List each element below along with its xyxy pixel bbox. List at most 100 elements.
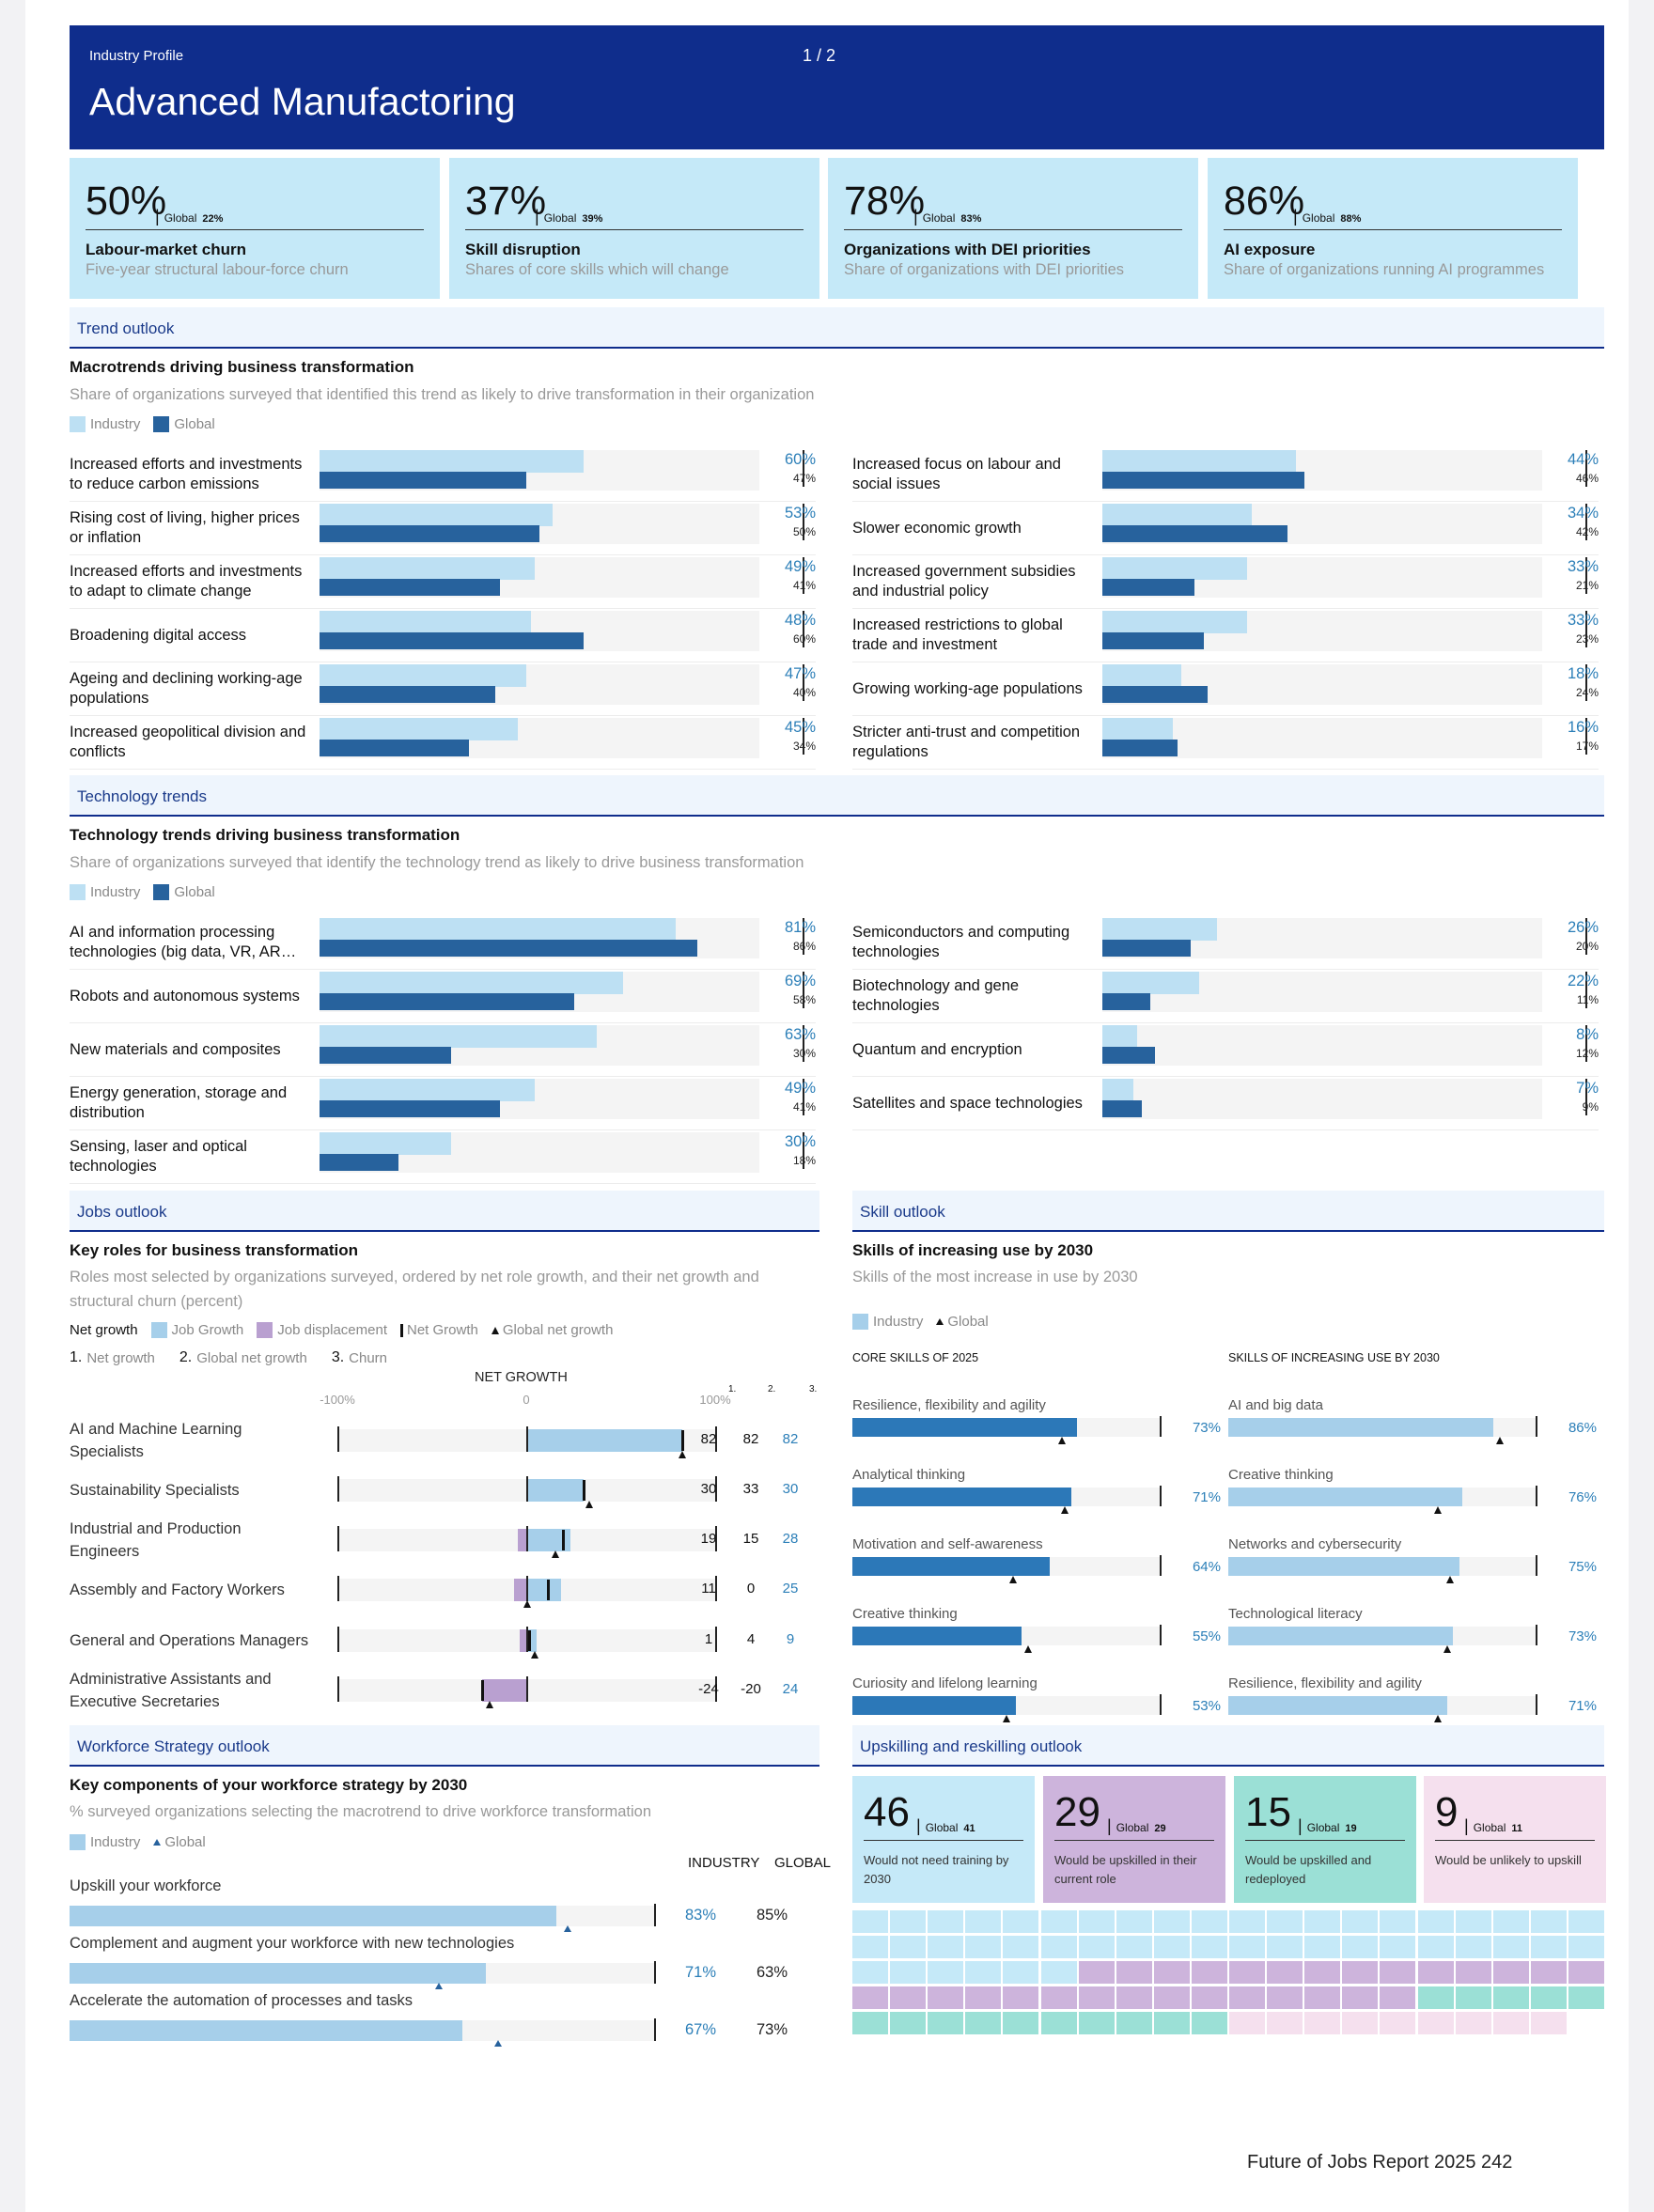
waffle-cell [852, 1910, 888, 1933]
waffle-cell [1040, 2012, 1077, 2034]
job-role-text: Administrative Assistants and Executive … [70, 1671, 272, 1710]
skill-value: 76% [1568, 1489, 1597, 1505]
industry-bar [320, 664, 526, 687]
upskilling-separator: | [1464, 1816, 1474, 1835]
skill-bar [852, 1696, 1016, 1715]
workforce-strategy-band: Workforce Strategy outlook [70, 1725, 819, 1767]
global-bar [1102, 632, 1204, 649]
trend-label-text: Rising cost of living, higher prices or … [70, 509, 300, 546]
waffle-cell [1267, 1910, 1303, 1933]
skill-bar [852, 1418, 1078, 1437]
upskilling-value: 15 [1245, 1789, 1291, 1835]
global-bar [320, 1154, 399, 1171]
waffle-cell [1417, 1910, 1454, 1933]
header-banner: Industry Profile 1 / 2 Advanced Manufact… [70, 25, 1604, 149]
industry-bar [70, 2020, 463, 2041]
skill-bar [852, 1488, 1071, 1506]
skill-row: Analytical thinking 71% [852, 1467, 1221, 1536]
waffle-cell [1380, 2012, 1416, 2034]
waffle-cell [1191, 2012, 1227, 2034]
skill-end-line [1536, 1416, 1537, 1437]
legend-industry: Industry [90, 416, 141, 432]
axis-min-line [337, 1676, 339, 1702]
industry-bar [70, 1963, 487, 1984]
waffle-cell [1116, 1910, 1152, 1933]
bar-end-line [803, 1132, 804, 1169]
skill-label: AI and big data [1228, 1397, 1323, 1413]
upskilling-separator: | [1298, 1816, 1307, 1835]
skill-value: 73% [1192, 1420, 1221, 1436]
trend-row: Broadening digital access 48% 60% [70, 609, 816, 662]
skill-label: Analytical thinking [852, 1467, 966, 1483]
kpi-global-value: 39% [582, 213, 603, 225]
legend-industry: Industry [873, 1314, 924, 1330]
upskilling-band: Upskilling and reskilling outlook [852, 1725, 1604, 1767]
waffle-cell [1153, 1910, 1190, 1933]
industry-bar [320, 1079, 536, 1101]
global-value: 47% [792, 472, 816, 485]
industry-value: 49% [784, 558, 816, 575]
bar-end-line [1585, 1025, 1587, 1062]
axis-max-line [715, 1526, 717, 1551]
kpi-description: Share of organizations with DEI prioriti… [844, 261, 1125, 278]
trend-label-text: Sensing, laser and optical technologies [70, 1138, 247, 1175]
upskilling-global: | Global 11 [1464, 1816, 1522, 1836]
waffle-cell [1304, 1961, 1341, 1984]
trend-row: Robots and autonomous systems 69% 58% [70, 970, 816, 1023]
global-value: 42% [1575, 525, 1599, 538]
legend-global: Global [174, 884, 215, 900]
bar-end-line [654, 2018, 656, 2041]
trend-label-text: Satellites and space technologies [852, 1094, 1083, 1112]
axis-zero-line [526, 1476, 528, 1502]
kpi-value: 86% [1224, 179, 1305, 224]
kpi-rule [844, 229, 1182, 230]
workforce-strategy-label: Workforce Strategy outlook [77, 1737, 270, 1755]
report-footer: Future of Jobs Report 2025 242 [1247, 2152, 1513, 2173]
industry-bar [1102, 611, 1248, 633]
upskilling-card: 9 | Global 11 Would be unlikely to upskill [1424, 1776, 1606, 1903]
workforce-label: Complement and augment your workforce wi… [70, 1935, 515, 1952]
waffle-cell [852, 1986, 888, 2009]
waffle-cell [1003, 1936, 1039, 1958]
job-role-text: AI and Machine Learning Specialists [70, 1421, 242, 1460]
trend-label: Sensing, laser and optical technologies [70, 1132, 314, 1181]
skill-value: 73% [1568, 1628, 1597, 1644]
upskilling-global-value: 41 [963, 1823, 975, 1834]
tech-subtitle: Share of organizations surveyed that ide… [70, 854, 804, 871]
kpi-global-value: 22% [202, 213, 224, 225]
trend-label-text: Robots and autonomous systems [70, 987, 300, 1005]
kpi-global: | Global 22% [155, 207, 223, 226]
bar-track [1102, 1025, 1542, 1066]
global-value: 20% [1575, 940, 1599, 953]
bar-end-line [1585, 664, 1587, 701]
industry-bar [320, 718, 518, 740]
global-marker [1434, 1715, 1443, 1722]
upskilling-description: Would be upskilled and redeployed [1245, 1853, 1372, 1886]
bar-end-line [1585, 611, 1587, 647]
waffle-cell [1417, 1936, 1454, 1958]
waffle-cell [965, 1936, 1002, 1958]
kpi-name: Organizations with DEI priorities [844, 241, 1091, 258]
waffle-cell [1455, 1936, 1491, 1958]
waffle-cell [1342, 1961, 1379, 1984]
axis-zero-line [526, 1526, 528, 1551]
jobs-outlook-label: Jobs outlook [77, 1203, 167, 1221]
trend-label: Slower economic growth [852, 504, 1097, 553]
global-value: 50% [792, 525, 816, 538]
waffle-cell [1116, 1986, 1152, 2009]
legend-global: Global [174, 416, 215, 432]
axis-tick-label: 0 [523, 1393, 530, 1407]
industry-value: 34% [1567, 505, 1599, 522]
waffle-cell [1304, 2012, 1341, 2034]
global-triangle-icon [153, 1839, 162, 1846]
global-bar [1102, 579, 1195, 596]
industry-value: 47% [784, 665, 816, 682]
global-value: 73% [757, 2021, 788, 2038]
waffle-cell [1003, 1961, 1039, 1984]
axis-min-line [337, 1476, 339, 1502]
waffle-cell [965, 2012, 1002, 2034]
waffle-cell [1267, 1961, 1303, 1984]
waffle-cell [1003, 1910, 1039, 1933]
waffle-cell [1229, 2012, 1265, 2034]
trend-label-text: Broadening digital access [70, 626, 247, 644]
